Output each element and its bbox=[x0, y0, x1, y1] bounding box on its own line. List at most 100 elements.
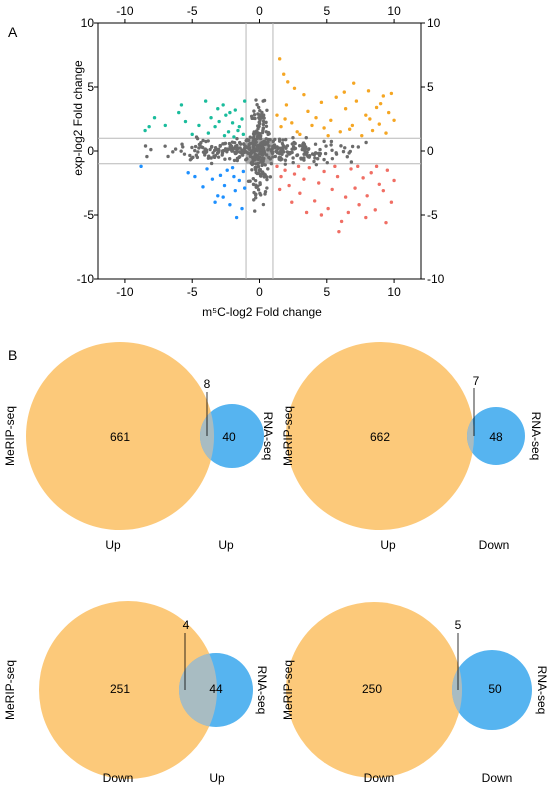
merip-circle bbox=[286, 342, 474, 530]
scatter-point-ns bbox=[250, 168, 254, 172]
scatter-point-ns bbox=[315, 157, 320, 161]
scatter-point-ns bbox=[199, 141, 203, 145]
scatter-point-ns bbox=[204, 148, 209, 152]
scatter-point-ns bbox=[223, 141, 228, 146]
scatter-point-ns bbox=[262, 140, 267, 144]
scatter-point-ns bbox=[256, 134, 260, 138]
scatter-point-green bbox=[143, 128, 147, 133]
scatter-point-ns bbox=[350, 144, 355, 149]
scatter-point-ns bbox=[349, 160, 354, 164]
scatter-point-ns bbox=[307, 153, 312, 158]
merip-label: MeRIP-seq bbox=[281, 406, 295, 466]
scatter-point-ns bbox=[264, 120, 268, 125]
scatter-point-ns bbox=[173, 147, 178, 151]
scatter-point-blue bbox=[218, 173, 223, 178]
venn-diagram-down-up: 4 251 44 MeRIP-seq RNA-seq Down Up bbox=[3, 601, 269, 785]
scatter-point-ns bbox=[223, 157, 227, 161]
scatter-point-blue bbox=[242, 186, 247, 190]
scatter-point-ns bbox=[264, 137, 268, 141]
scatter-point-ns bbox=[254, 192, 258, 196]
scatter-point-red bbox=[385, 168, 390, 172]
y-tick-label: 0 bbox=[87, 144, 94, 158]
scatter-point-ns bbox=[261, 122, 266, 127]
scatter-point-blue bbox=[213, 200, 217, 204]
scatter-point-orange bbox=[282, 72, 286, 76]
scatter-point-ns bbox=[266, 167, 270, 171]
scatter-point-ns bbox=[293, 146, 298, 151]
scatter-point-green bbox=[237, 124, 242, 129]
scatter-point-orange bbox=[302, 92, 306, 97]
scatter-point-orange bbox=[319, 100, 324, 105]
scatter-point-red bbox=[322, 169, 326, 174]
scatter-point-ns bbox=[329, 139, 334, 144]
scatter-point-ns bbox=[216, 150, 220, 155]
scatter-point-ns bbox=[251, 176, 255, 181]
scatter-point-ns bbox=[220, 149, 225, 153]
scatter-point-red bbox=[337, 229, 341, 234]
scatter-point-ns bbox=[261, 119, 266, 124]
scatter-point-blue bbox=[221, 195, 225, 199]
scatter-point-orange bbox=[381, 94, 386, 98]
scatter-point-red bbox=[361, 176, 365, 180]
scatter-point-orange bbox=[275, 113, 279, 117]
scatter-point-ns bbox=[262, 116, 266, 120]
scatter-point-orange bbox=[277, 57, 282, 61]
overlap-region bbox=[467, 419, 475, 453]
scatter-point-green bbox=[242, 99, 247, 103]
scatter-point-ns bbox=[280, 157, 284, 161]
scatter-point-ns bbox=[283, 162, 288, 166]
y-axis-title: exp-log2 Fold change bbox=[71, 60, 85, 176]
scatter-point-red bbox=[330, 187, 334, 192]
scatter-point-ns bbox=[343, 146, 347, 150]
scatter-point-red bbox=[377, 182, 381, 186]
scatter-point-red bbox=[333, 164, 337, 169]
scatter-point-red bbox=[304, 210, 309, 215]
scatter-point-ns bbox=[253, 209, 257, 213]
scatter-point-ns bbox=[283, 158, 288, 162]
scatter-point-red bbox=[275, 164, 279, 169]
scatter-point-ns bbox=[241, 148, 246, 152]
rna-only-count: 50 bbox=[488, 682, 502, 696]
scatter-point-ns bbox=[263, 190, 268, 194]
scatter-point-ns bbox=[229, 147, 233, 152]
scatter-point-orange bbox=[290, 121, 294, 125]
scatter-point-ns bbox=[201, 150, 206, 154]
scatter-point-ns bbox=[285, 154, 289, 158]
x-tick-label-top: 10 bbox=[387, 4, 401, 18]
scatter-point-green bbox=[224, 113, 228, 117]
scatter-point-ns bbox=[245, 157, 249, 161]
overlap-count: 7 bbox=[473, 374, 480, 388]
panel-label-b: B bbox=[8, 347, 17, 363]
scatter-point-red bbox=[292, 172, 297, 176]
scatter-point-blue bbox=[216, 194, 220, 198]
scatter-point-ns bbox=[196, 150, 200, 154]
x-axis-title: m⁵C-log2 Fold change bbox=[202, 305, 322, 319]
rna-label: RNA-seq bbox=[261, 412, 275, 461]
merip-direction: Up bbox=[105, 538, 121, 552]
scatter-point-ns bbox=[261, 202, 266, 207]
rna-only-count: 48 bbox=[489, 430, 503, 444]
scatter-point-ns bbox=[258, 113, 263, 117]
scatter-point-ns bbox=[253, 178, 258, 183]
scatter-point-ns bbox=[254, 98, 258, 102]
scatter-point-ns bbox=[248, 135, 252, 139]
rna-label: RNA-seq bbox=[255, 666, 269, 715]
scatter-point-ns bbox=[213, 153, 218, 158]
x-tick-label: 5 bbox=[323, 285, 330, 299]
scatter-point-ns bbox=[218, 143, 222, 148]
scatter-point-ns bbox=[268, 175, 273, 179]
rna-direction: Down bbox=[482, 771, 513, 785]
scatter-point-ns bbox=[295, 153, 299, 158]
scatter-point-ns bbox=[209, 156, 213, 160]
scatter-point-red bbox=[365, 194, 369, 198]
scatter-point-ns bbox=[251, 148, 255, 153]
scatter-point-ns bbox=[235, 156, 240, 161]
x-axis-bottom: -10 -5 0 5 10 bbox=[116, 279, 401, 299]
merip-label: MeRIP-seq bbox=[3, 660, 17, 720]
scatter-point-ns bbox=[256, 188, 261, 192]
scatter-point-red bbox=[357, 203, 361, 207]
scatter-point-ns bbox=[253, 139, 257, 143]
scatter-point-red bbox=[283, 168, 287, 172]
scatter-point-red bbox=[392, 178, 396, 183]
scatter-point-ns bbox=[210, 144, 214, 149]
